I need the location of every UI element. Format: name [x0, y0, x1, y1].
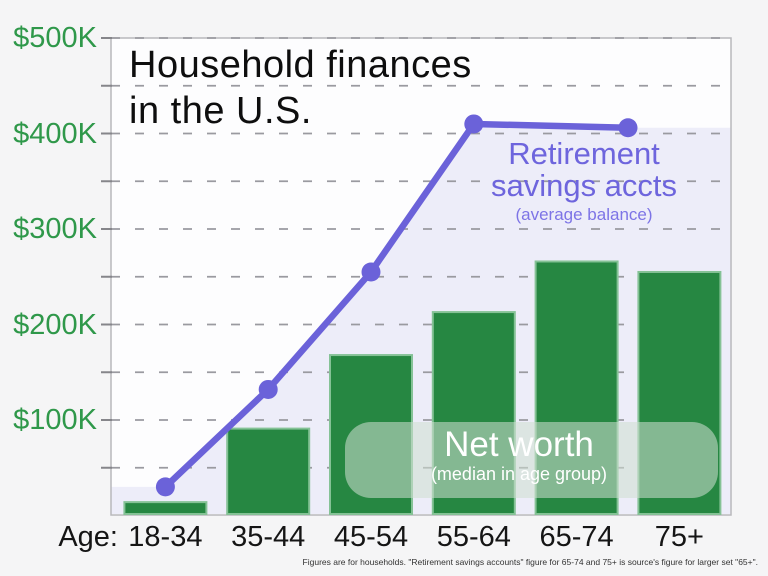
- chart-title-line2: in the U.S.: [129, 90, 312, 132]
- x-axis-label-35-44: 35-44: [231, 521, 306, 553]
- x-axis-prefix-label: Age:: [58, 521, 118, 553]
- y-axis-label-$100K: $100K: [13, 404, 97, 436]
- retirement-series-label: Retirement savings accts (average balanc…: [434, 138, 734, 225]
- retirement-label-line1: Retirement: [508, 136, 660, 171]
- retirement-marker-45-54: [361, 262, 381, 282]
- net-worth-label-panel: [345, 422, 718, 498]
- retirement-marker-18-34: [155, 477, 175, 497]
- retirement-label-sub: (average balance): [515, 205, 653, 224]
- retirement-marker-55-64: [464, 114, 484, 134]
- net-worth-label-main: Net worth: [444, 425, 594, 464]
- y-axis-label-$500K: $500K: [13, 22, 97, 54]
- chart-title: Household finances in the U.S.: [129, 42, 472, 134]
- y-axis-label-$200K: $200K: [13, 308, 97, 341]
- x-axis-label-65-74: 65-74: [539, 521, 614, 553]
- x-axis-label-45-54: 45-54: [333, 521, 409, 553]
- retirement-label-line2: savings accts: [490, 168, 678, 203]
- bar-net-worth-18-34: [123, 501, 208, 516]
- x-axis-label-75+: 75+: [654, 521, 704, 553]
- y-axis-label-$400K: $400K: [13, 117, 97, 150]
- chart-title-line1: Household finances: [129, 44, 472, 86]
- net-worth-label-sub: (median in age group): [430, 464, 608, 484]
- y-axis-label-$300K: $300K: [13, 213, 97, 245]
- source-footnote: Figures are for households. "Retirement …: [302, 557, 758, 567]
- retirement-marker-35-44: [258, 379, 278, 399]
- retirement-marker-65+: [618, 118, 638, 138]
- x-axis-label-18-34: 18-34: [128, 521, 203, 553]
- x-axis-label-55-64: 55-64: [436, 521, 511, 553]
- net-worth-series-label: Net worth (median in age group): [340, 425, 698, 485]
- bar-net-worth-35-44: [226, 427, 311, 515]
